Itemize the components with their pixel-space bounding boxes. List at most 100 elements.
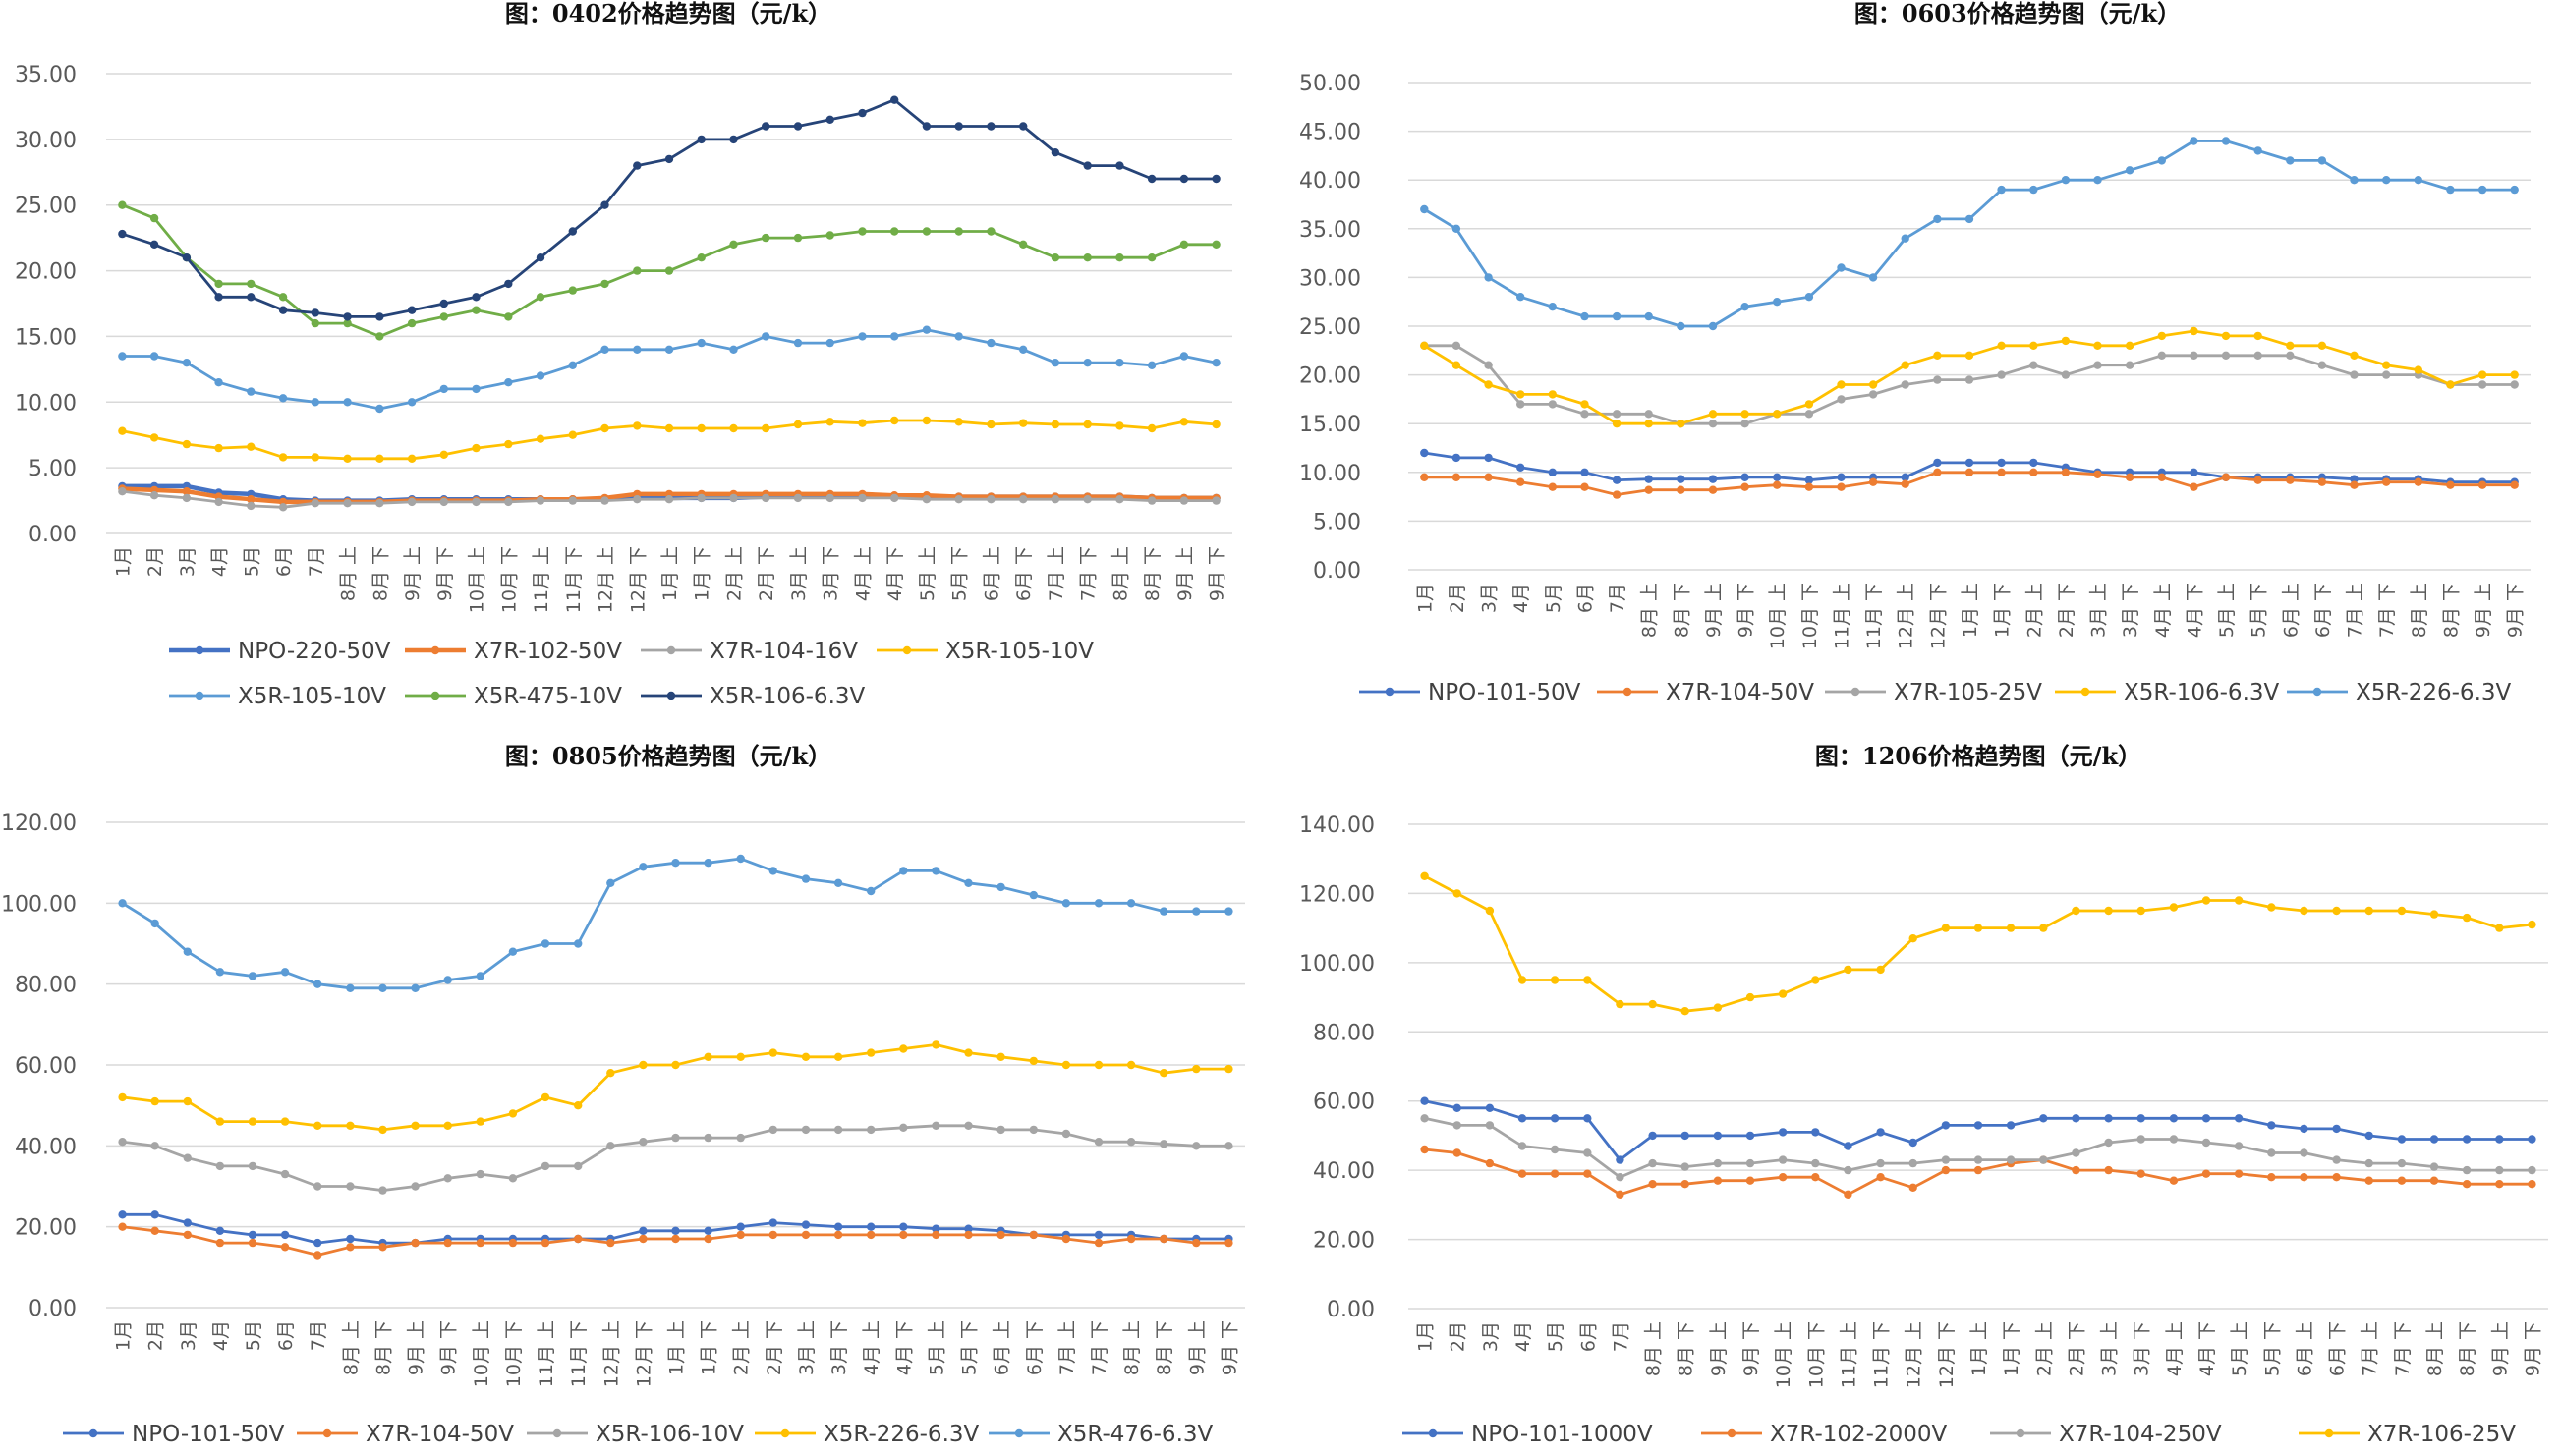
- data-point: [762, 493, 770, 503]
- x-tick-label: 6月 下: [2327, 1321, 2349, 1376]
- data-point: [964, 878, 973, 887]
- data-point: [2006, 1121, 2016, 1130]
- x-tick-label: 9月 上: [402, 546, 424, 601]
- data-point: [343, 312, 352, 321]
- x-tick-label: 6月 上: [2280, 583, 2302, 638]
- data-point: [1677, 321, 1685, 331]
- data-point: [697, 253, 706, 262]
- data-point: [1740, 482, 1749, 491]
- data-point: [2462, 1180, 2472, 1189]
- data-point: [1778, 989, 1788, 998]
- data-point: [996, 1052, 1005, 1061]
- data-point: [633, 421, 642, 430]
- data-point: [1548, 400, 1557, 409]
- data-point: [664, 495, 674, 504]
- data-point: [1420, 1114, 1429, 1123]
- legend-marker: [195, 645, 204, 655]
- data-point: [183, 1096, 192, 1106]
- data-point: [890, 493, 899, 503]
- data-point: [1452, 1103, 1461, 1112]
- data-point: [2061, 176, 2071, 185]
- data-point: [1804, 410, 1814, 419]
- data-point: [1094, 1238, 1104, 1248]
- data-point: [346, 983, 355, 992]
- x-tick-label: 6月 下: [1013, 546, 1035, 601]
- data-point: [1485, 1103, 1495, 1112]
- data-point: [1019, 495, 1028, 504]
- data-point: [1804, 400, 1814, 409]
- x-tick-label: 7月 上: [1046, 546, 1067, 601]
- data-point: [1933, 351, 1942, 360]
- data-point: [2495, 1135, 2504, 1144]
- data-point: [1516, 477, 1525, 486]
- data-point: [443, 1238, 452, 1248]
- data-point: [346, 1182, 355, 1191]
- data-point: [1019, 240, 1028, 249]
- data-point: [1644, 410, 1653, 419]
- data-point: [600, 496, 609, 505]
- x-tick-label: 8月 下: [1142, 546, 1164, 601]
- data-point: [568, 361, 577, 369]
- x-tick-label: 1月 下: [1992, 583, 2014, 638]
- data-point: [858, 332, 867, 341]
- data-point: [633, 266, 642, 275]
- data-point: [2429, 1135, 2439, 1144]
- data-point: [504, 279, 513, 289]
- data-point: [1550, 976, 1560, 984]
- data-point: [1583, 1114, 1592, 1123]
- data-point: [858, 419, 867, 427]
- data-point: [2350, 351, 2359, 360]
- data-point: [1680, 1162, 1689, 1171]
- data-point: [606, 1142, 615, 1150]
- data-point: [343, 318, 352, 328]
- y-tick-label: 140.00: [1299, 813, 1375, 838]
- x-tick-label: 8月 上: [338, 546, 360, 601]
- data-point: [1061, 1129, 1071, 1139]
- data-point: [118, 1210, 127, 1219]
- data-point: [1811, 1158, 1820, 1168]
- legend-marker: [322, 1428, 332, 1438]
- data-point: [2414, 365, 2422, 374]
- data-point: [247, 442, 256, 451]
- data-point: [867, 886, 876, 896]
- data-point: [1517, 1114, 1527, 1123]
- data-point: [697, 135, 706, 144]
- data-point: [536, 371, 545, 380]
- x-tick-label: 3月 下: [821, 546, 842, 601]
- data-point: [2528, 1135, 2536, 1144]
- x-tick-label: 2月 下: [2056, 583, 2077, 638]
- data-point: [476, 1117, 484, 1126]
- data-point: [600, 423, 609, 433]
- data-point: [1844, 1165, 1852, 1175]
- data-point: [278, 293, 288, 302]
- data-point: [183, 1230, 192, 1240]
- y-tick-label: 60.00: [15, 1054, 77, 1079]
- data-point: [1901, 380, 1909, 389]
- legend-label: X5R-226-6.3V: [824, 1422, 980, 1447]
- data-point: [1908, 1158, 1917, 1168]
- data-point: [1964, 214, 1974, 224]
- data-point: [150, 1226, 159, 1235]
- data-point: [932, 1230, 940, 1240]
- data-point: [1517, 976, 1527, 984]
- data-point: [1420, 341, 1429, 350]
- data-point: [833, 878, 843, 887]
- data-point: [1908, 934, 1917, 943]
- data-point: [1616, 1190, 1624, 1199]
- data-point: [1484, 453, 1493, 463]
- data-point: [247, 279, 256, 289]
- data-point: [2446, 480, 2455, 489]
- data-point: [2234, 1114, 2244, 1123]
- x-tick-label: 7月 上: [1056, 1320, 1078, 1375]
- x-tick-label: 10月 下: [1805, 1321, 1827, 1388]
- chart-0603: 图：0603价格趋势图（元/k） 0.00 5.00 10.00 15.00 20.00 2…: [1299, 0, 2531, 705]
- data-point: [2039, 1114, 2048, 1123]
- data-point: [378, 1243, 387, 1252]
- data-point: [1420, 204, 1429, 214]
- data-point: [1548, 390, 1557, 399]
- x-tick-label: 7月: [308, 1320, 329, 1351]
- data-point: [1548, 482, 1557, 491]
- legend-marker: [88, 1428, 98, 1438]
- data-point: [278, 306, 288, 314]
- data-point: [2221, 473, 2231, 481]
